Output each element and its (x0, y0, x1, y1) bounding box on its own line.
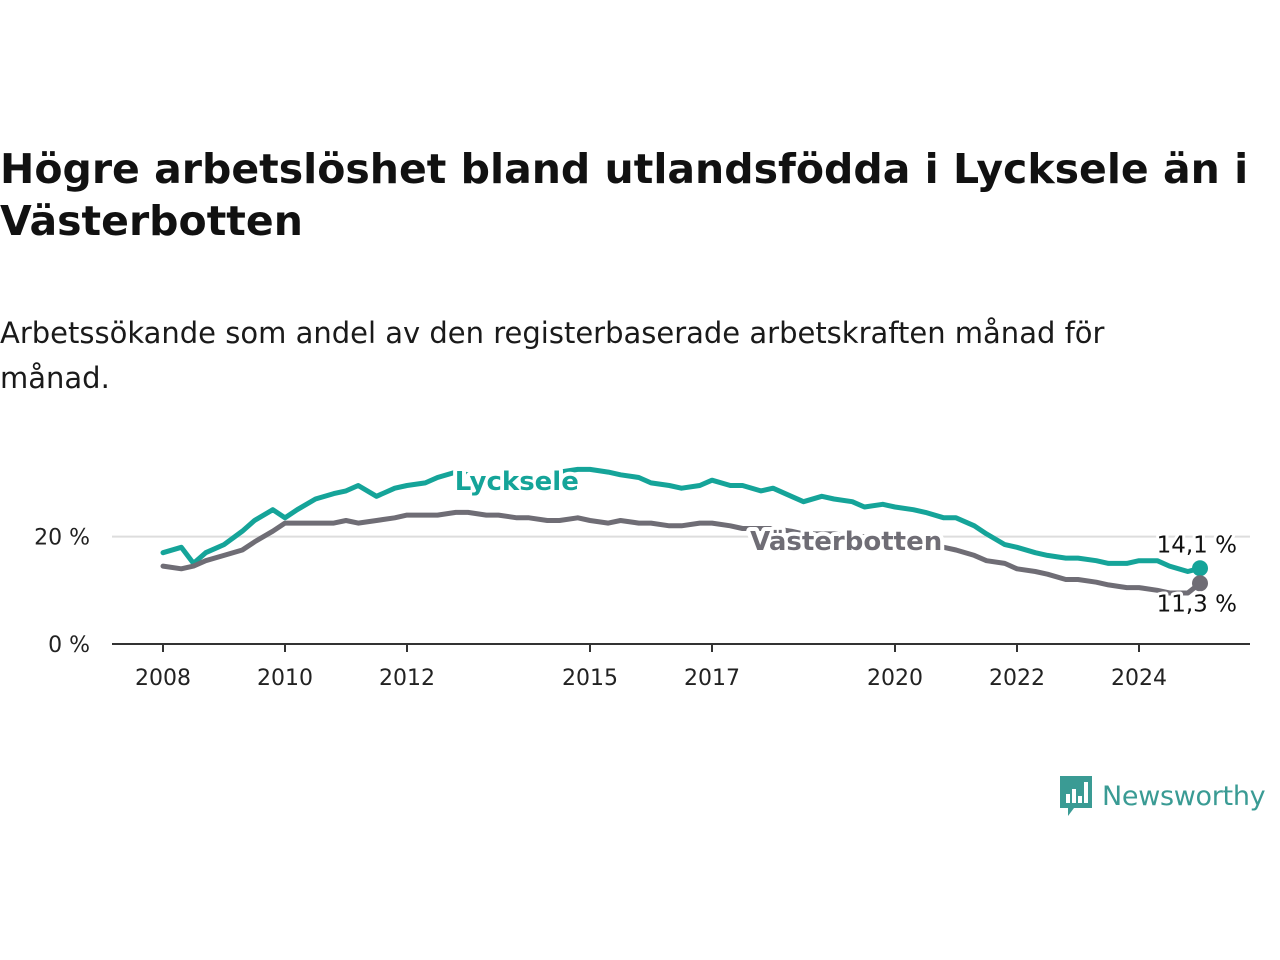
gridlines: 0 % 20 % (34, 526, 1250, 658)
end-point-v-sterbotten (1192, 575, 1208, 592)
y-tick-label: 0 % (48, 633, 90, 658)
newsworthy-chart-icon (1060, 776, 1092, 816)
end-value-label-halo: 11,3 % (1157, 591, 1237, 617)
series-name-label-halo: Västerbotten (750, 527, 942, 557)
end-point-lycksele (1192, 560, 1208, 577)
x-tick-label: 2017 (684, 666, 740, 691)
series-name-label-halo: Lycksele (455, 467, 579, 497)
series-name-label: Västerbotten (750, 527, 942, 557)
series-name-label: Lycksele (455, 467, 579, 497)
end-value-label-halo: 14,1 % (1157, 532, 1237, 558)
series-line-v-sterbotten (160, 509, 1203, 596)
logo-text: Newsworthy (1102, 780, 1266, 812)
x-axis: 2008 2010 2012 2015 2017 2020 2022 2024 (112, 643, 1250, 691)
x-tick-label: 2020 (867, 666, 923, 691)
series-labels: LyckseleLyckseleVästerbottenVästerbotten… (451, 463, 1240, 620)
chart-subtitle: Arbetssökande som andel av den registerb… (0, 316, 1105, 395)
end-value-label: 14,1 % (1157, 532, 1237, 558)
x-tick-label: 2010 (257, 666, 313, 691)
x-tick-label: 2012 (379, 666, 435, 691)
chart-title: Högre arbetslöshet bland utlandsfödda i … (0, 145, 1249, 245)
x-tick-label: 2015 (562, 666, 618, 691)
series-line-lycksele (160, 466, 1203, 574)
x-tick-label: 2022 (989, 666, 1045, 691)
x-tick-label: 2024 (1111, 666, 1167, 691)
y-tick-label: 20 % (34, 526, 90, 551)
x-tick-label: 2008 (135, 666, 191, 691)
series-lines (160, 466, 1208, 596)
end-value-label: 11,3 % (1157, 591, 1237, 617)
newsworthy-logo: Newsworthy (1058, 774, 1266, 818)
